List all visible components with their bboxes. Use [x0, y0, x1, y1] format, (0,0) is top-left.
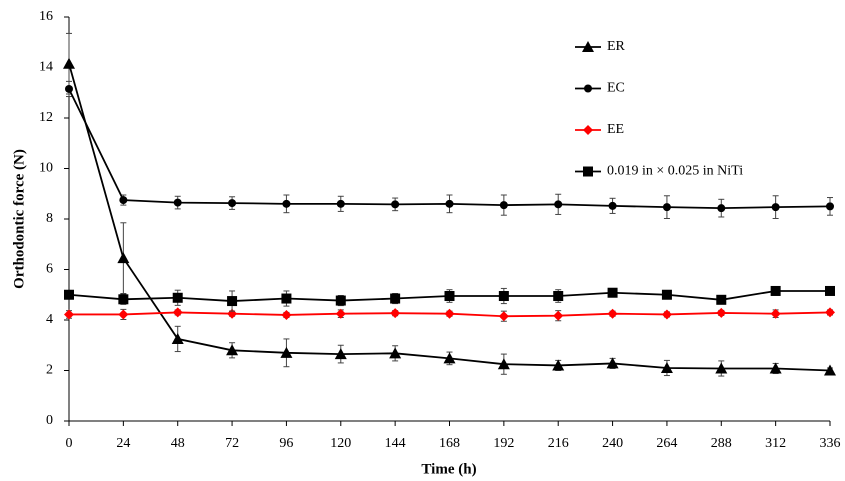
x-tick-label: 72	[225, 436, 239, 451]
point	[769, 362, 782, 374]
x-tick-label: 48	[171, 436, 185, 451]
point	[716, 294, 727, 305]
point	[824, 364, 836, 376]
point	[553, 310, 564, 321]
x-tick-label: 144	[385, 436, 406, 451]
legend-marker	[582, 41, 594, 52]
series-line	[68, 63, 831, 372]
x-tick-label: 0	[66, 436, 73, 451]
point	[444, 291, 455, 302]
point	[444, 308, 455, 319]
point	[770, 308, 781, 319]
legend-marker	[583, 166, 593, 177]
point	[661, 289, 672, 300]
point	[390, 308, 401, 319]
x-axis-title: Time (h)	[421, 461, 476, 477]
point	[228, 199, 237, 208]
point	[498, 311, 509, 322]
legend-label: EE	[607, 122, 624, 137]
point	[499, 201, 508, 210]
point	[118, 309, 129, 320]
point	[607, 308, 618, 319]
legend-label: ER	[607, 39, 626, 54]
point	[335, 308, 346, 319]
point	[825, 285, 835, 296]
point	[660, 361, 673, 373]
x-tick-label: 192	[493, 436, 514, 451]
x-tick-label: 312	[765, 436, 786, 451]
point	[391, 200, 400, 209]
y-tick-label: 16	[39, 9, 53, 24]
x-tick-label: 168	[439, 436, 460, 451]
point	[497, 358, 510, 370]
point	[445, 199, 454, 208]
point	[118, 294, 129, 305]
point	[64, 309, 74, 320]
point	[661, 309, 672, 320]
point	[608, 201, 617, 210]
legend-label: EC	[607, 81, 625, 96]
point	[443, 352, 456, 364]
y-tick-label: 6	[46, 262, 53, 277]
point	[498, 291, 509, 302]
point	[606, 357, 619, 369]
point	[119, 196, 128, 205]
point	[282, 199, 291, 208]
y-tick-label: 2	[46, 363, 53, 378]
legend-label: 0.019 in × 0.025 in NiTi	[607, 164, 743, 179]
point	[172, 307, 183, 318]
point	[716, 307, 727, 318]
x-tick-label: 216	[548, 436, 569, 451]
x-tick-label: 24	[116, 436, 130, 451]
x-tick-label: 240	[602, 436, 623, 451]
point	[172, 292, 183, 303]
x-tick-label: 120	[330, 436, 351, 451]
x-tick-label: 96	[279, 436, 293, 451]
point	[390, 293, 401, 304]
legend-marker	[584, 84, 592, 93]
point	[227, 296, 238, 307]
point	[552, 359, 565, 371]
y-tick-label: 0	[46, 413, 53, 428]
point	[280, 346, 293, 358]
point	[334, 348, 347, 360]
point	[336, 199, 345, 208]
point	[717, 204, 726, 213]
point	[389, 347, 402, 359]
point	[173, 198, 182, 207]
point	[335, 295, 346, 306]
y-tick-label: 10	[39, 161, 53, 176]
point	[63, 57, 75, 69]
point	[771, 203, 780, 212]
x-tick-label: 336	[820, 436, 841, 451]
series-line	[68, 88, 831, 210]
y-tick-label: 8	[46, 211, 53, 226]
point	[770, 285, 781, 296]
point	[554, 200, 563, 209]
y-tick-label: 4	[46, 312, 53, 327]
point	[64, 289, 74, 300]
point	[117, 252, 130, 264]
y-axis-title: Orthodontic force (N)	[11, 149, 27, 289]
point	[826, 202, 834, 211]
x-tick-label: 264	[656, 436, 677, 451]
y-tick-label: 14	[39, 60, 53, 75]
point	[553, 291, 564, 302]
point	[226, 344, 239, 356]
point	[715, 362, 728, 374]
point	[281, 293, 292, 304]
point	[171, 332, 184, 344]
point	[65, 84, 73, 93]
point	[607, 287, 618, 298]
y-tick-label: 12	[39, 110, 53, 125]
point	[825, 307, 835, 318]
point	[281, 309, 292, 320]
x-tick-label: 288	[711, 436, 732, 451]
legend-marker	[583, 125, 593, 135]
point	[662, 203, 671, 212]
